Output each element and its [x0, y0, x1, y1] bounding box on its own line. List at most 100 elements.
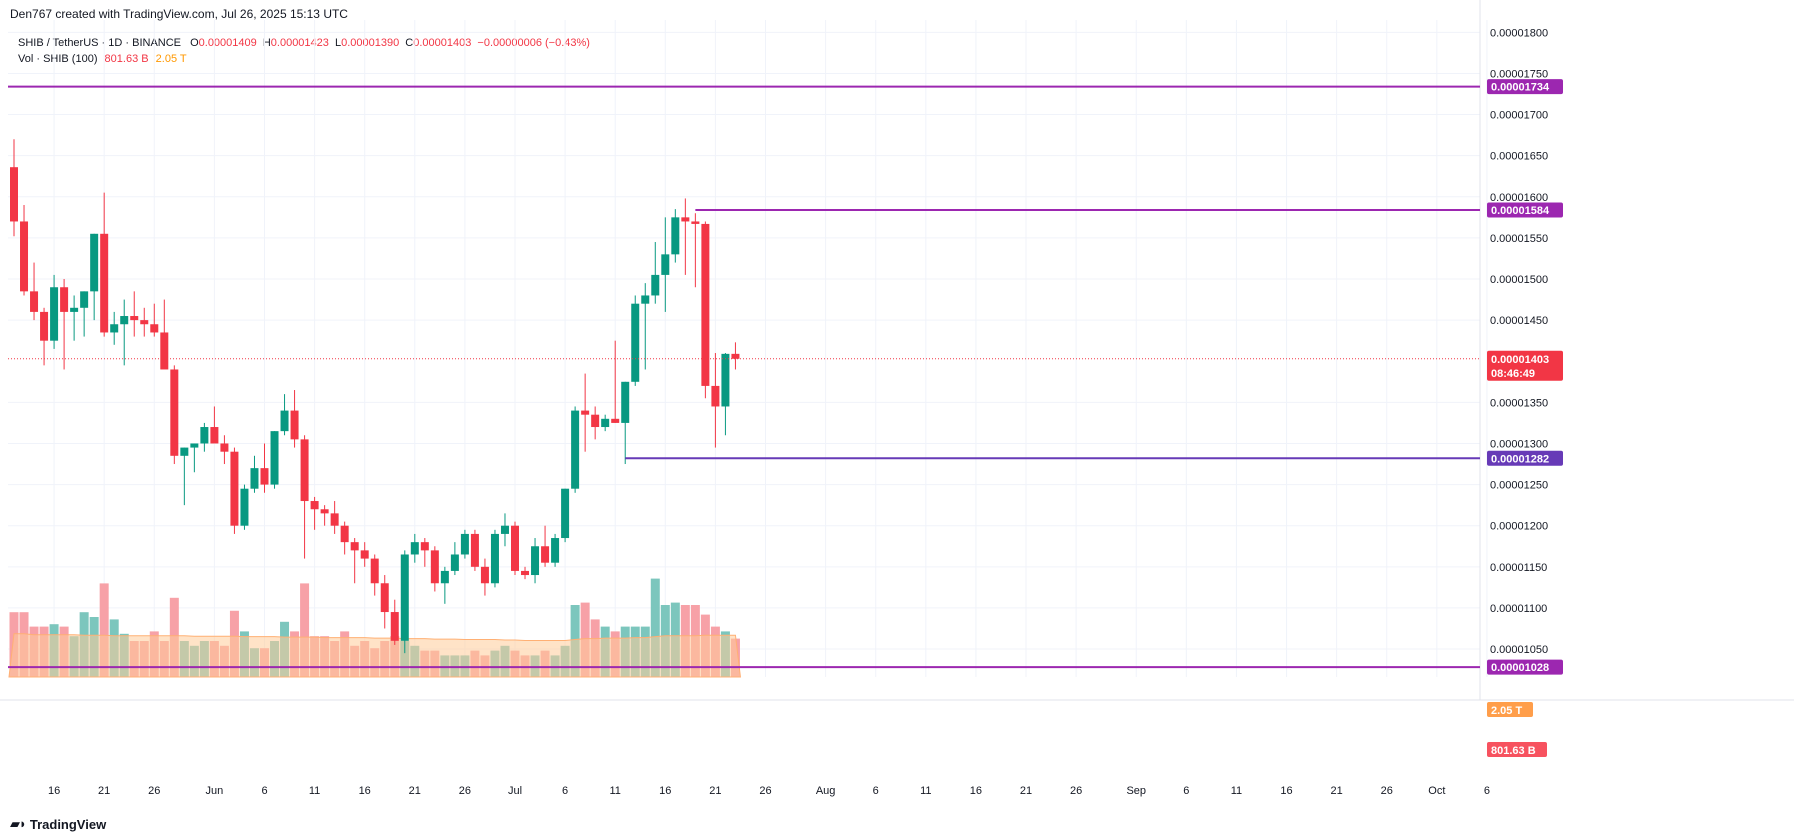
candle-body [260, 468, 269, 485]
candle-body [330, 513, 339, 526]
price-tick-label: 0.00001250 [1490, 480, 1548, 492]
time-tick-label: 21 [1331, 785, 1343, 797]
time-tick-label: 26 [459, 785, 471, 797]
candle-body [511, 525, 519, 571]
candle-body [601, 418, 610, 428]
level-badge-bg [1487, 659, 1563, 675]
candle-body [270, 431, 279, 485]
time-tick-label: 6 [873, 785, 879, 797]
candle-body [701, 223, 710, 386]
candle-body [210, 427, 219, 444]
time-tick-label: 26 [1070, 785, 1082, 797]
price-tick-label: 0.00001300 [1490, 438, 1548, 450]
candle-body [240, 488, 249, 526]
tradingview-brand: TradingView [29, 816, 107, 832]
low-value: 0.00001390 [341, 37, 400, 49]
level-badge: 0.00001584 [1491, 205, 1550, 217]
level-badge: 0.00001282 [1491, 453, 1549, 465]
time-tick-label: 26 [148, 785, 160, 797]
change-value: −0.00000006 (−0.43%) [477, 37, 590, 49]
candle-body [551, 538, 560, 563]
grid [0, 0, 1794, 701]
time-tick-label: 21 [98, 785, 110, 797]
time-tick-label: Sep [1126, 785, 1146, 797]
price-tick-label: 0.00001800 [1490, 27, 1548, 39]
volume-label[interactable]: Vol · SHIB (100) [18, 53, 98, 65]
volume-ma-value: 2.05 T [155, 53, 187, 65]
candle-body [280, 410, 289, 432]
high-label: H [262, 37, 271, 49]
time-tick-label: 16 [1280, 785, 1292, 797]
candle-body [220, 443, 229, 452]
time-axis[interactable]: 16 21 26 Jun 6 11 16 21 26 Jul 6 11 16 21 26 Aug 6 11 16 21… [48, 785, 1490, 797]
time-tick-label: Oct [1428, 785, 1445, 797]
volume-bar [300, 583, 310, 677]
price-axis[interactable]: 0.00001800 0.00001750 0.00001700 0.00001650… [1490, 27, 1548, 656]
candles [10, 139, 740, 654]
open-label: O [190, 37, 199, 49]
volume-value: 801.63 B [104, 53, 149, 65]
candle-body [310, 501, 319, 510]
price-tick-label: 0.00001600 [1490, 192, 1548, 204]
close-label: C [405, 37, 414, 49]
candle-body [571, 410, 580, 489]
time-tick-label: 21 [1020, 785, 1032, 797]
volume-legend-row: Vol · SHIB (100) 801.63 B 2.05 T [18, 51, 590, 67]
candle-body [541, 546, 550, 563]
symbol-label[interactable]: SHIB / TetherUS · 1D · BINANCE [18, 37, 182, 49]
candle-body [671, 217, 680, 255]
chart-legend: SHIB / TetherUS · 1D · BINANCE O 0.000014… [18, 35, 590, 67]
candle-body [100, 233, 109, 333]
candle-body [20, 221, 29, 292]
candle-body [591, 414, 600, 428]
level-badge: 0.00001028 [1491, 662, 1549, 674]
candle-body [200, 427, 209, 444]
candle-body [681, 217, 690, 222]
volume-ma-area [8, 633, 742, 678]
time-tick-label: 16 [659, 785, 671, 797]
candle-body [691, 221, 700, 224]
candle-body [170, 369, 179, 456]
price-legend-row: SHIB / TetherUS · 1D · BINANCE O 0.000014… [18, 35, 590, 51]
candle-body [641, 295, 650, 304]
vol-badge-bg [1487, 742, 1547, 757]
time-tick-label: 16 [359, 785, 371, 797]
low-label: L [334, 37, 342, 49]
candle-body [10, 167, 18, 222]
candle-body [531, 546, 540, 576]
horizontal-lines[interactable] [8, 85, 1480, 669]
tradingview-logo-icon: ▰◗ [10, 816, 27, 831]
candle-body [731, 353, 740, 359]
candle-body [390, 612, 399, 641]
time-tick-label: 6 [562, 785, 568, 797]
candle-body [340, 525, 349, 543]
candle-body [70, 307, 79, 312]
candle-body [350, 542, 359, 551]
close-value: 0.00001403 [413, 37, 472, 49]
time-tick-label: 11 [609, 785, 620, 797]
time-tick-label: 6 [1183, 785, 1189, 797]
candle-body [370, 558, 379, 584]
candle-body [500, 525, 509, 534]
candle-body [420, 542, 429, 551]
price-tick-label: 0.00001500 [1490, 274, 1548, 286]
current-price-badge: 0.00001403 [1491, 354, 1549, 366]
candle-body [611, 418, 620, 423]
level-badge-bg [1487, 79, 1563, 95]
candle-body [711, 385, 720, 407]
candle-body [430, 550, 439, 584]
price-tick-label: 0.00001350 [1490, 397, 1548, 409]
time-tick-label: 11 [309, 785, 320, 797]
candle-body [140, 320, 149, 325]
volume-bar [650, 578, 660, 677]
time-tick-label: 6 [261, 785, 267, 797]
current-price-badge-bg [1487, 350, 1563, 381]
candle-body [60, 287, 69, 312]
candle-body [130, 316, 139, 321]
candle-body [80, 291, 89, 308]
candle-body [380, 583, 389, 613]
price-tick-label: 0.00001750 [1490, 68, 1548, 80]
time-tick-label: Aug [816, 785, 836, 797]
candle-body [470, 533, 479, 567]
